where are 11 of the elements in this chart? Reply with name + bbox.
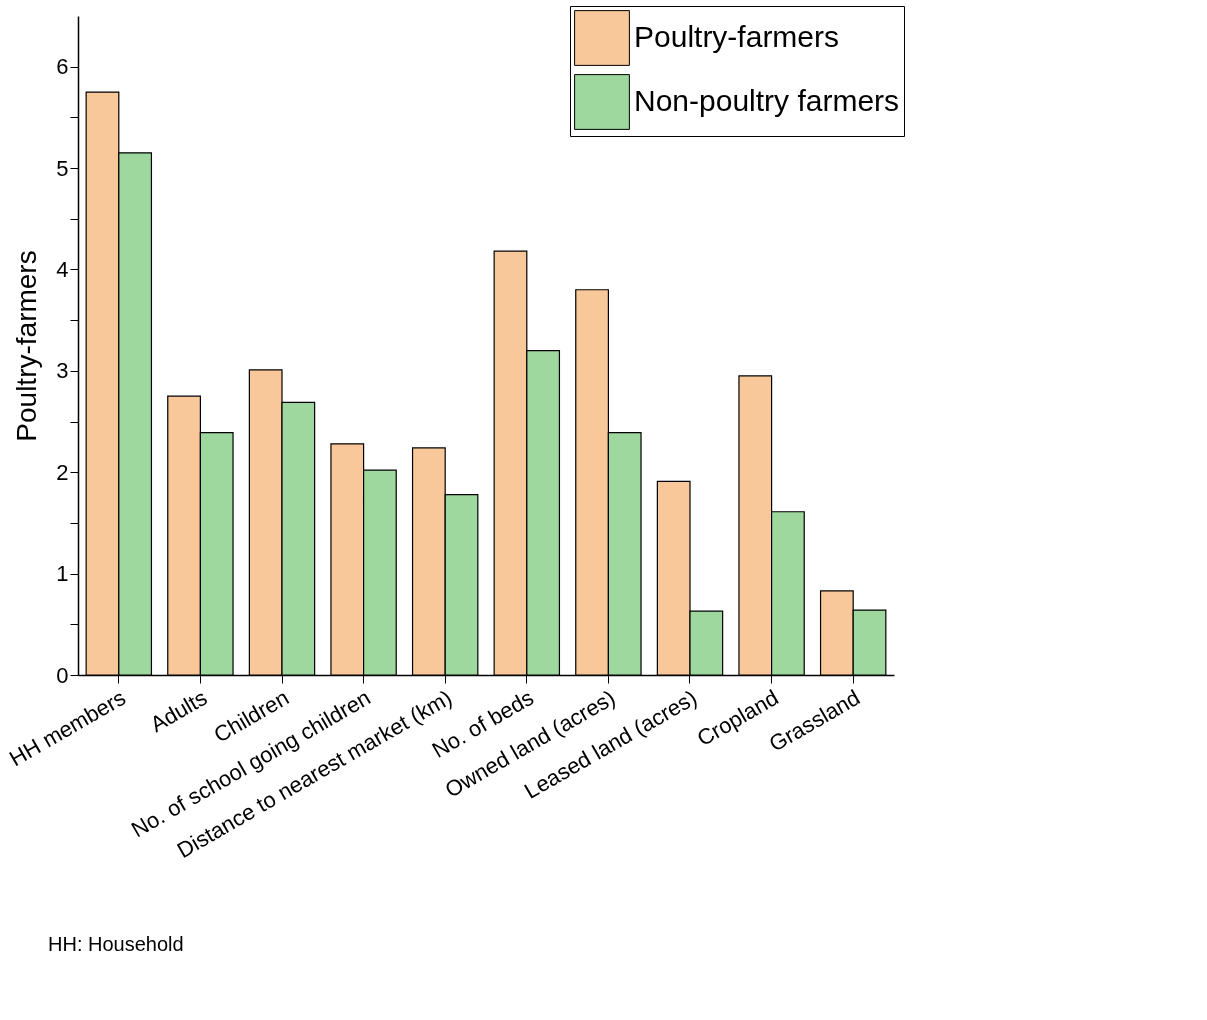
legend-label: Non-poultry farmers (634, 84, 900, 117)
y-tick-label: 4 (56, 256, 69, 282)
legend-label: Poultry-farmers (634, 20, 840, 53)
text: HH: Household (48, 933, 184, 955)
y-tick-label: 1 (56, 561, 69, 587)
y-tick-label: 0 (56, 662, 69, 688)
y-tick-label: 2 (56, 459, 69, 485)
y-tick-label: 3 (56, 358, 69, 384)
y-tick-label: 5 (56, 155, 69, 181)
y-tick-label: 6 (56, 54, 69, 80)
y-axis-title: Poultry-farmers (11, 250, 43, 442)
